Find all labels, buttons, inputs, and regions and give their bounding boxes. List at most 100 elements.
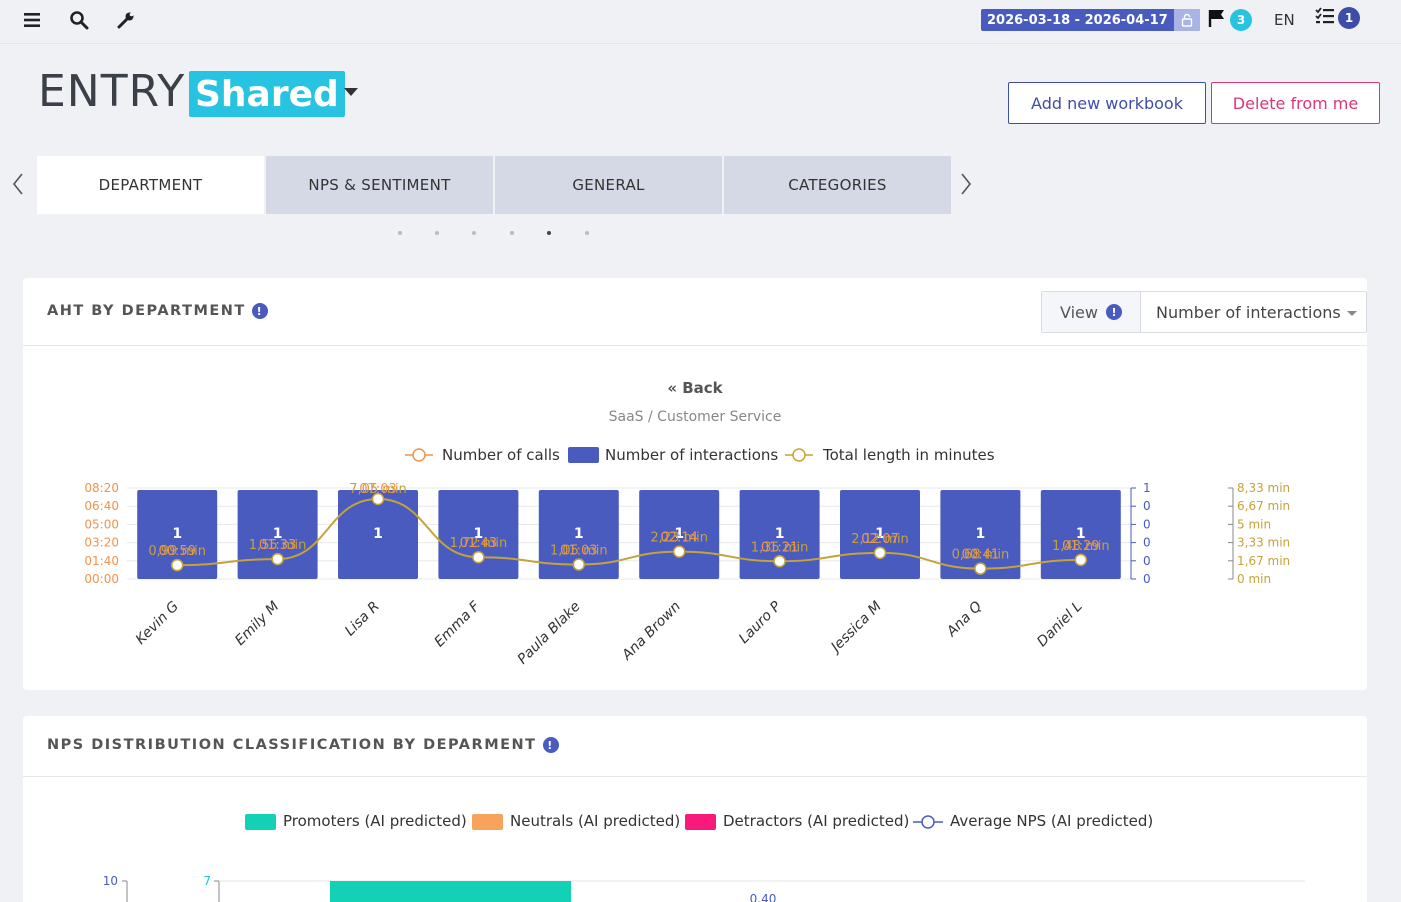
nps-distribution-card: NPS DISTRIBUTION CLASSIFICATION BY DEPAR…: [23, 716, 1367, 902]
info-icon[interactable]: !: [251, 303, 268, 319]
x-axis-category-label: Lauro P: [736, 598, 785, 647]
line-point[interactable]: [572, 558, 586, 571]
bar-value-label: 1: [474, 526, 484, 542]
chevron-down-icon[interactable]: [344, 88, 358, 96]
bar[interactable]: [639, 490, 720, 579]
legend-item-interactions[interactable]: Number of interactions: [568, 446, 778, 464]
avg-nps-label: 0.40: [750, 892, 777, 902]
tabs-next-arrow-icon[interactable]: [960, 172, 972, 203]
tab-general[interactable]: GENERAL: [495, 156, 722, 214]
carousel-dot[interactable]: [585, 231, 589, 235]
legend-item-detractors[interactable]: Detractors (AI predicted): [685, 812, 909, 830]
checklist-icon: [1315, 7, 1335, 29]
bar[interactable]: [538, 490, 619, 579]
right-axis: 0 min 1,67 min 3,33 min 5 min 6,67 min 8,33 m…: [1228, 481, 1290, 586]
line-point[interactable]: [873, 546, 887, 560]
minutes-data-label: 1,48 min: [1052, 539, 1110, 554]
card-header: NPS DISTRIBUTION CLASSIFICATION BY DEPAR…: [23, 716, 1367, 777]
delete-from-me-button[interactable]: Delete from me: [1211, 82, 1380, 124]
wrench-icon[interactable]: [115, 9, 137, 31]
bar[interactable]: [438, 490, 519, 579]
card-title-text: NPS DISTRIBUTION CLASSIFICATION BY DEPAR…: [47, 737, 537, 753]
bar-value-label: 1: [775, 526, 785, 542]
card-title: NPS DISTRIBUTION CLASSIFICATION BY DEPAR…: [47, 737, 559, 753]
card-title: AHT BY DEPARTMENT!: [47, 303, 268, 319]
y-left-tick-label: 06:40: [84, 499, 119, 513]
info-icon[interactable]: !: [542, 737, 559, 753]
carousel-dot[interactable]: [398, 231, 402, 235]
x-axis-category-label: Ana Brown: [618, 599, 684, 665]
carousel-dot[interactable]: [472, 231, 476, 235]
bar[interactable]: [137, 490, 218, 579]
info-icon[interactable]: !: [1105, 304, 1122, 320]
bar[interactable]: [1040, 490, 1121, 579]
x-axis-category-label: Daniel L: [1034, 599, 1086, 651]
carousel-dot[interactable]: [435, 231, 439, 235]
bar[interactable]: [739, 490, 820, 579]
time-data-label: 02:07: [861, 532, 898, 547]
line-point[interactable]: [672, 545, 686, 558]
tab-categories[interactable]: CATEGORIES: [724, 156, 951, 214]
search-icon[interactable]: [68, 9, 90, 31]
bar-value-label: 1: [373, 526, 383, 542]
flags-menu[interactable]: 3: [1207, 8, 1252, 32]
bar[interactable]: [940, 490, 1021, 579]
y-right-tick-label: 8,33 min: [1237, 481, 1290, 495]
time-data-label: 01:33: [259, 538, 296, 553]
time-data-label: 02:14: [660, 531, 697, 546]
view-dropdown[interactable]: Number of interactions: [1141, 292, 1366, 332]
flag-count-badge: 3: [1230, 9, 1252, 31]
bar[interactable]: [338, 490, 418, 579]
back-link[interactable]: « Back: [667, 379, 723, 397]
legend-item-average-nps[interactable]: Average NPS (AI predicted): [913, 812, 1153, 830]
legend-label: Neutrals (AI predicted): [510, 812, 680, 830]
time-data-label: 00:59: [158, 544, 195, 559]
shared-badge: Shared: [189, 71, 345, 117]
tab-department[interactable]: DEPARTMENT: [37, 156, 264, 214]
tab-nps-sentiment[interactable]: NPS & SENTIMENT: [266, 156, 493, 214]
minutes-line: [177, 497, 1081, 570]
bar-value-label: 1: [875, 526, 885, 542]
flag-icon: [1207, 8, 1227, 32]
bar-value-label: 1: [1076, 526, 1086, 542]
date-range-picker[interactable]: 2026-03-18 - 2026-04-17: [981, 9, 1200, 31]
y-left-tick-label: 03:20: [84, 536, 119, 550]
line-point[interactable]: [773, 555, 786, 568]
add-workbook-button[interactable]: Add new workbook: [1008, 82, 1206, 124]
y-axis-tick: 10: [103, 874, 118, 888]
tabs-prev-arrow-icon[interactable]: [12, 172, 24, 203]
language-selector[interactable]: EN: [1274, 11, 1295, 29]
y-mid-tick-label: 0: [1143, 554, 1151, 568]
middle-axis: 0 0 0 0 0 1: [1130, 481, 1151, 586]
legend-item-total-length[interactable]: Total length in minutes: [785, 446, 995, 464]
legend-label: Average NPS (AI predicted): [950, 812, 1153, 830]
y-right-tick-label: 6,67 min: [1237, 499, 1290, 513]
bar-value-label: 1: [674, 526, 684, 542]
minutes-data-label: 0,68 min: [952, 548, 1010, 563]
time-data-label: 00:41: [962, 548, 999, 563]
line-point[interactable]: [170, 558, 184, 572]
y-left-tick-label: 01:40: [84, 554, 119, 568]
line-point[interactable]: [271, 552, 284, 566]
time-data-label: 01:43: [460, 536, 497, 551]
legend-item-neutrals[interactable]: Neutrals (AI predicted): [472, 812, 680, 830]
line-point[interactable]: [1074, 553, 1088, 567]
bar[interactable]: [237, 490, 318, 579]
carousel-dot[interactable]: [510, 231, 514, 235]
promoters-bar[interactable]: [330, 881, 571, 902]
legend-label: Total length in minutes: [822, 446, 995, 464]
minutes-data-label: 1,35 min: [751, 540, 809, 555]
legend-item-calls[interactable]: Number of calls: [405, 446, 560, 464]
tasks-menu[interactable]: 1: [1315, 7, 1360, 29]
menu-icon[interactable]: [21, 9, 43, 31]
bar[interactable]: [840, 490, 920, 579]
line-point[interactable]: [974, 562, 987, 575]
line-point[interactable]: [472, 550, 485, 564]
minutes-data-label: 1,05 min: [550, 544, 608, 559]
line-point[interactable]: [371, 492, 385, 506]
top-bar: 2026-03-18 - 2026-04-17 3 EN 1: [0, 0, 1401, 44]
carousel-dot-active[interactable]: [547, 231, 551, 235]
lock-icon: [1173, 9, 1200, 31]
legend-item-promoters[interactable]: Promoters (AI predicted): [245, 812, 467, 830]
